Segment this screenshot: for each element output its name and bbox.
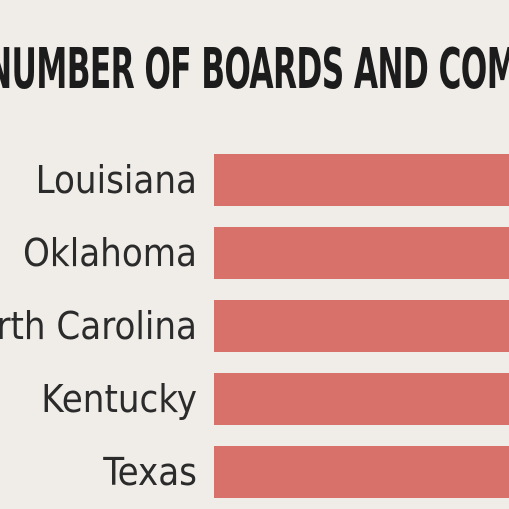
bar-oklahoma xyxy=(214,227,509,279)
category-label: Oklahoma xyxy=(23,231,197,275)
category-label: Louisiana xyxy=(36,158,197,202)
bar-louisiana xyxy=(214,154,509,206)
category-label: Kentucky xyxy=(41,377,197,421)
category-label: North Carolina xyxy=(0,304,197,348)
chart-title: NUMBER OF BOARDS AND COMMIS xyxy=(0,37,509,102)
category-label: Texas xyxy=(102,450,197,494)
bar-north-carolina xyxy=(214,300,509,352)
bar-texas xyxy=(214,446,509,498)
bar-kentucky xyxy=(214,373,509,425)
